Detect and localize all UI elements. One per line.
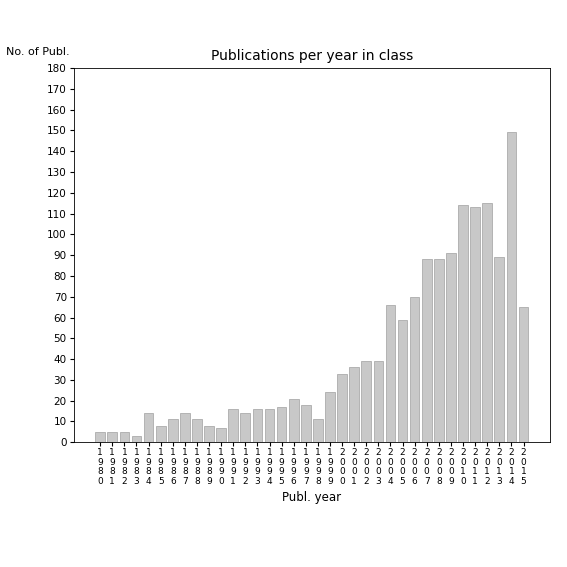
Bar: [494, 257, 504, 442]
Title: Publications per year in class: Publications per year in class: [211, 49, 413, 63]
Bar: [277, 407, 286, 442]
Bar: [434, 259, 444, 442]
Bar: [361, 361, 371, 442]
Bar: [337, 374, 347, 442]
Bar: [144, 413, 154, 442]
Bar: [95, 432, 105, 442]
Bar: [446, 253, 456, 442]
Bar: [410, 297, 420, 442]
Bar: [483, 203, 492, 442]
Bar: [386, 305, 395, 442]
Bar: [108, 432, 117, 442]
Bar: [289, 399, 299, 442]
Bar: [204, 426, 214, 442]
X-axis label: Publ. year: Publ. year: [282, 492, 341, 505]
Bar: [192, 420, 202, 442]
Bar: [374, 361, 383, 442]
Bar: [240, 413, 250, 442]
Bar: [168, 420, 177, 442]
Bar: [397, 320, 408, 442]
Bar: [325, 392, 335, 442]
Bar: [180, 413, 190, 442]
Bar: [313, 420, 323, 442]
Bar: [458, 205, 468, 442]
Text: No. of Publ.: No. of Publ.: [6, 46, 69, 57]
Bar: [229, 409, 238, 442]
Bar: [216, 428, 226, 442]
Bar: [265, 409, 274, 442]
Bar: [120, 432, 129, 442]
Bar: [506, 133, 516, 442]
Bar: [470, 208, 480, 442]
Bar: [252, 409, 263, 442]
Bar: [422, 259, 431, 442]
Bar: [349, 367, 359, 442]
Bar: [156, 426, 166, 442]
Bar: [132, 436, 141, 442]
Bar: [301, 405, 311, 442]
Bar: [519, 307, 528, 442]
